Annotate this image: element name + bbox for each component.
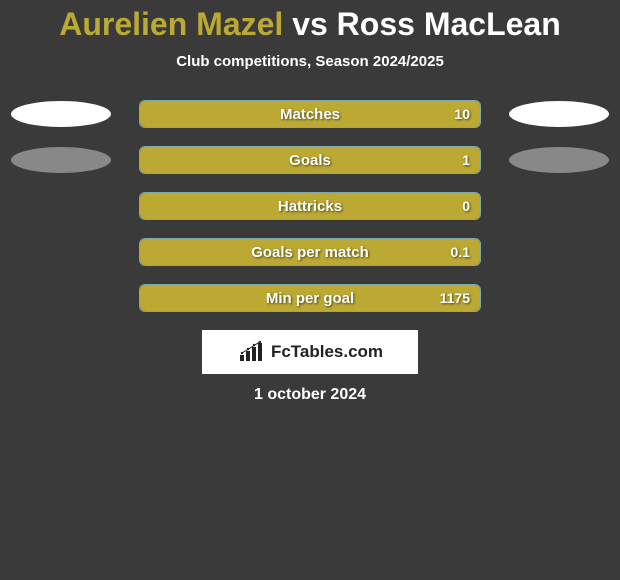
stat-bar: Goals per match0.1	[139, 238, 481, 266]
stats-list: Matches10Goals1Hattricks0Goals per match…	[0, 100, 620, 312]
vs-separator: vs	[292, 6, 328, 42]
stat-bar: Goals1	[139, 146, 481, 174]
stat-value: 10	[454, 101, 470, 127]
comparison-title: Aurelien Mazel vs Ross MacLean	[0, 6, 620, 43]
stat-label: Goals per match	[140, 239, 480, 265]
stat-row: Matches10	[0, 100, 620, 128]
snapshot-date: 1 october 2024	[0, 386, 620, 404]
brand-logo-box: FcTables.com	[202, 330, 418, 374]
stat-row: Goals per match0.1	[0, 238, 620, 266]
player2-marker	[509, 101, 609, 127]
stat-value: 0	[462, 193, 470, 219]
player1-marker	[11, 147, 111, 173]
stat-row: Hattricks0	[0, 192, 620, 220]
player2-name: Ross MacLean	[337, 6, 561, 42]
brand-logo: FcTables.com	[237, 341, 383, 363]
stat-label: Matches	[140, 101, 480, 127]
player1-marker	[11, 101, 111, 127]
stat-label: Min per goal	[140, 285, 480, 311]
stat-bar: Hattricks0	[139, 192, 481, 220]
player2-marker	[509, 147, 609, 173]
brand-name: FcTables.com	[271, 342, 383, 362]
comparison-widget: Aurelien Mazel vs Ross MacLean Club comp…	[0, 0, 620, 404]
stat-bar: Matches10	[139, 100, 481, 128]
stat-label: Hattricks	[140, 193, 480, 219]
stat-label: Goals	[140, 147, 480, 173]
competition-subtitle: Club competitions, Season 2024/2025	[0, 53, 620, 70]
player1-name: Aurelien Mazel	[59, 6, 283, 42]
stat-bar: Min per goal1175	[139, 284, 481, 312]
stat-value: 1175	[440, 285, 470, 311]
stat-row: Goals1	[0, 146, 620, 174]
stat-value: 0.1	[451, 239, 470, 265]
stat-value: 1	[462, 147, 470, 173]
bars-icon	[237, 341, 265, 363]
stat-row: Min per goal1175	[0, 284, 620, 312]
